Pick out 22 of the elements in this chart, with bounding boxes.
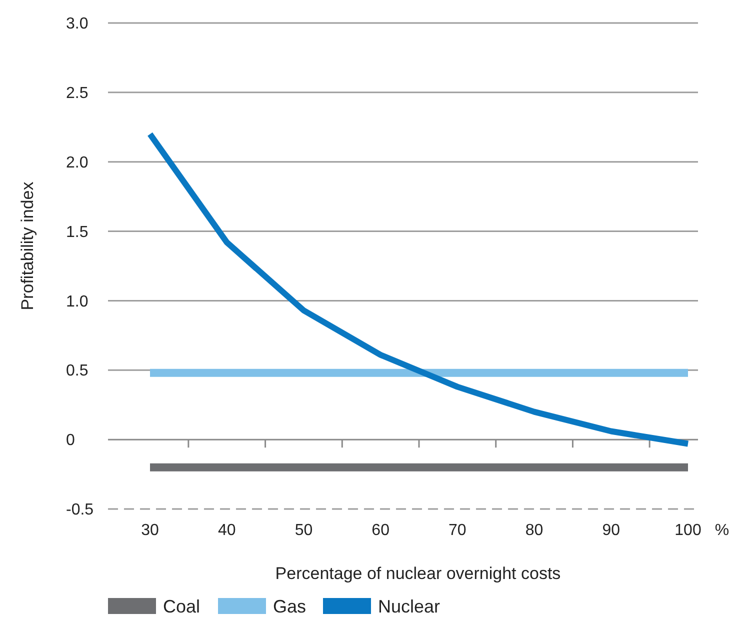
legend-label: Gas xyxy=(273,596,306,616)
y-tick-label: 1.5 xyxy=(66,224,88,241)
text: % xyxy=(714,522,730,539)
y-tick-label: 2.0 xyxy=(66,154,88,172)
legend-label: Nuclear xyxy=(378,596,440,616)
x-tick-label: 50 xyxy=(294,522,313,539)
y-tick-label: 0.5 xyxy=(66,362,88,380)
legend-label: Coal xyxy=(163,596,200,616)
x-tick-label: 30 xyxy=(141,522,159,539)
y-tick-label: -0.5 xyxy=(66,502,94,519)
x-tick-label: 70 xyxy=(448,522,466,539)
x-tick-label: 80 xyxy=(525,522,544,539)
x-tick-label: 90 xyxy=(602,522,620,539)
x-tick-label: 100 xyxy=(674,522,702,539)
x-tick-label: 60 xyxy=(372,522,390,539)
y-axis-title: Profitability index xyxy=(18,181,37,310)
y-tick-label: 1.0 xyxy=(66,293,88,310)
y-tick-label: 0 xyxy=(66,432,75,450)
x-tick-label: 40 xyxy=(218,522,236,539)
y-tick-label: 2.5 xyxy=(66,85,88,102)
x-axis-title: Percentage of nuclear overnight costs xyxy=(275,564,561,583)
y-tick-label: 3.0 xyxy=(66,16,88,33)
